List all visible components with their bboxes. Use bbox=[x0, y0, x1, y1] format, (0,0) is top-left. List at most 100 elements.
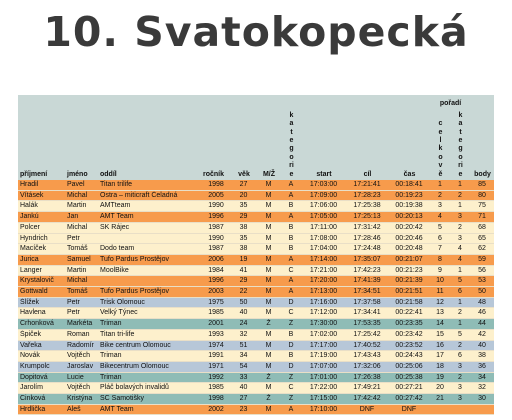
table-cell: 4 bbox=[450, 243, 471, 255]
table-cell bbox=[98, 275, 201, 288]
table-cell: 38 bbox=[231, 222, 256, 234]
table-cell: Tomáš bbox=[65, 286, 98, 298]
table-cell: Krystalovič bbox=[18, 275, 65, 288]
table-row: Hyndrich Petr 1990 35 M B 17:08:00 17:28:46 00:2… bbox=[18, 233, 495, 245]
table-cell: C bbox=[281, 265, 301, 277]
table-cell: Hyndrich bbox=[18, 233, 65, 245]
table-cell: 1 bbox=[450, 318, 471, 330]
table-cell: M bbox=[256, 254, 281, 266]
table-cell: Vařeka bbox=[18, 340, 65, 352]
table-cell: M bbox=[256, 329, 281, 341]
table-cell: Triman bbox=[98, 350, 201, 362]
col-header: body bbox=[470, 95, 495, 180]
table-cell: 13 bbox=[430, 307, 450, 320]
table-cell: 00:20:48 bbox=[388, 243, 430, 255]
table-cell: Tomáš bbox=[65, 243, 98, 255]
table-cell: 17:34:41 bbox=[346, 307, 388, 320]
table-cell: 3 bbox=[450, 361, 471, 373]
table-cell: Z bbox=[281, 393, 301, 405]
table-cell: 17:02:00 bbox=[301, 329, 346, 341]
table-cell: Radomír bbox=[65, 340, 98, 352]
table-cell: Triman bbox=[98, 318, 201, 330]
table-cell: 2002 bbox=[201, 404, 231, 416]
table-cell: 1971 bbox=[201, 361, 231, 373]
table-cell: Roman bbox=[65, 329, 98, 341]
table-cell: Šlížek bbox=[18, 297, 65, 309]
table-cell bbox=[450, 404, 471, 416]
table-cell: 17:43:43 bbox=[346, 350, 388, 362]
col-header: příjmení bbox=[18, 95, 65, 180]
table-cell: 68 bbox=[470, 222, 495, 234]
table-row: Hrdlička Aleš AMT Team 2002 23 M A 17:10:00 DNF D… bbox=[18, 404, 495, 416]
table-cell: 59 bbox=[470, 254, 495, 266]
table-cell: 1 bbox=[450, 180, 471, 191]
table-body: Hradil Pavel Titan trilife 1998 27 M A 17:03:00… bbox=[18, 180, 495, 416]
table-cell: AMT Team bbox=[98, 404, 201, 416]
table-cell: Petr bbox=[65, 297, 98, 309]
table-cell: 33 bbox=[231, 372, 256, 384]
table-cell: 2 bbox=[450, 222, 471, 234]
col-header: ročník bbox=[201, 95, 231, 180]
table-row: Crhonková Markéta Triman 2001 24 Ž Z 17:30:00 17… bbox=[18, 318, 495, 330]
table-cell: 38 bbox=[231, 243, 256, 255]
table-cell: 1985 bbox=[201, 307, 231, 320]
table-cell: B bbox=[281, 233, 301, 245]
table-cell: 17:14:00 bbox=[301, 254, 346, 266]
table-cell: 12 bbox=[430, 297, 450, 309]
table-cell: Martin bbox=[65, 265, 98, 277]
table-cell: 00:18:41 bbox=[388, 180, 430, 191]
table-cell: A bbox=[281, 254, 301, 266]
col-header: čas bbox=[388, 95, 430, 180]
table-cell: 17:30:00 bbox=[301, 318, 346, 330]
table-cell: 2005 bbox=[201, 190, 231, 202]
table-cell: 17:28:46 bbox=[346, 233, 388, 245]
col-header: start bbox=[301, 95, 346, 180]
table-cell: 36 bbox=[470, 361, 495, 373]
table-cell: 40 bbox=[231, 307, 256, 320]
table-cell: Jankú bbox=[18, 211, 65, 223]
table-cell: 1992 bbox=[201, 372, 231, 384]
table-cell: B bbox=[281, 329, 301, 341]
table-cell: Hrdlička bbox=[18, 404, 65, 416]
table-cell: 48 bbox=[470, 297, 495, 309]
table-cell: Jaroslav bbox=[65, 361, 98, 373]
col-header: celkově bbox=[430, 109, 450, 180]
table-cell: 1998 bbox=[201, 180, 231, 191]
table-cell: 29 bbox=[231, 275, 256, 288]
table-row: Macíček Tomáš Dodo team 1987 38 M B 17:04:00 17:… bbox=[18, 243, 495, 255]
table-cell: 1975 bbox=[201, 297, 231, 309]
table-cell: M bbox=[256, 180, 281, 191]
table-cell: Z bbox=[281, 318, 301, 330]
table-row: Krystalovič Michal 1996 29 M A 17:20:00 17:41:3… bbox=[18, 275, 495, 288]
table-cell: 17:10:00 bbox=[301, 404, 346, 416]
table-cell: AMT Team bbox=[98, 211, 201, 223]
table-cell: 17 bbox=[430, 350, 450, 362]
table-cell: 3 bbox=[450, 382, 471, 395]
table-cell: A bbox=[281, 180, 301, 191]
table-cell: 2 bbox=[450, 372, 471, 384]
table-cell: Petr bbox=[65, 307, 98, 320]
table-cell: M bbox=[256, 190, 281, 202]
table-cell: 19 bbox=[430, 372, 450, 384]
table-cell: 27 bbox=[231, 393, 256, 405]
table-cell: Samuel bbox=[65, 254, 98, 266]
table-cell: 17:04:00 bbox=[301, 243, 346, 255]
table-cell: SK Rájec bbox=[98, 222, 201, 234]
table-cell: 22 bbox=[231, 286, 256, 298]
table-cell: 00:20:46 bbox=[388, 233, 430, 245]
table-cell: M bbox=[256, 350, 281, 362]
table-cell: B bbox=[281, 222, 301, 234]
table-cell: 23 bbox=[231, 404, 256, 416]
table-cell: 00:25:06 bbox=[388, 361, 430, 373]
table-cell: Novák bbox=[18, 350, 65, 362]
col-header: jméno bbox=[65, 95, 98, 180]
table-cell: 40 bbox=[231, 382, 256, 395]
col-header: věk bbox=[231, 95, 256, 180]
table-cell: 53 bbox=[470, 275, 495, 288]
table-cell: 00:25:38 bbox=[388, 372, 430, 384]
table-cell: Cinková bbox=[18, 393, 65, 405]
table-cell: M bbox=[256, 211, 281, 223]
table-cell: 00:22:41 bbox=[388, 307, 430, 320]
table-cell: 75 bbox=[470, 200, 495, 213]
table-cell: M bbox=[256, 404, 281, 416]
